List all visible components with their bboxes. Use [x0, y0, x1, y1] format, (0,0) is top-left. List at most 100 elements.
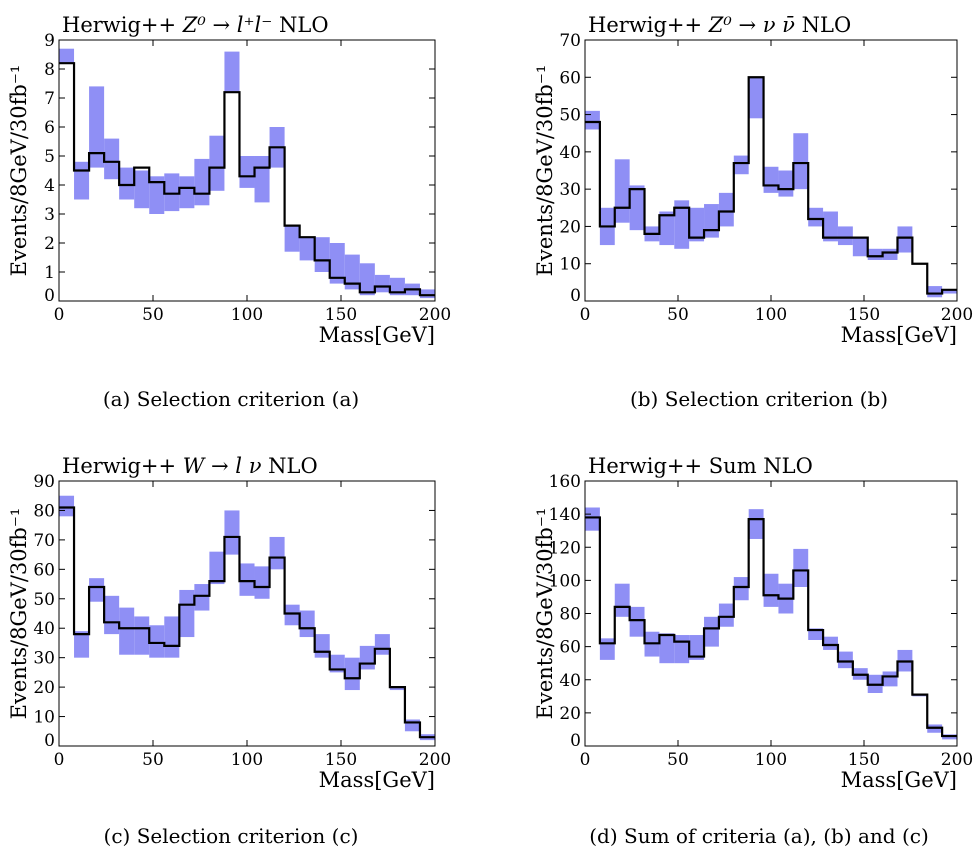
uncertainty-band-bin: [629, 606, 645, 637]
chart-panel-4: 0 50 100 150 200 0 20 40 60 80 100 120 140 160 Herwig+…: [533, 454, 973, 848]
x-tick-label: 200: [941, 305, 973, 325]
uncertainty-band-bin: [149, 625, 165, 658]
chart-title: Herwig++ Z⁰ → l⁺l⁻ NLO: [62, 13, 329, 37]
x-tick-label: 200: [419, 750, 451, 770]
x-tick-label: 100: [755, 305, 787, 325]
uncertainty-band-bin: [209, 135, 225, 191]
uncertainty-band-bin: [149, 176, 165, 214]
uncertainty-band-bin: [374, 274, 390, 293]
y-tick-label: 9: [44, 31, 55, 51]
uncertainty-band-bin: [897, 226, 913, 253]
uncertainty-band-bin: [852, 237, 868, 257]
x-tick-label: 50: [667, 305, 689, 325]
y-tick-label: 100: [549, 571, 581, 591]
uncertainty-band-bin: [104, 595, 120, 635]
uncertainty-band-bin: [344, 657, 360, 691]
chart-panel-3: 0 50 100 150 200 0 10 20 30 40 50 60 70 80 90 Herwig++ …: [7, 454, 451, 848]
uncertainty-band-bin: [614, 583, 630, 617]
x-tick-label: 50: [667, 750, 689, 770]
y-axis-label: Events/8GeV/30fb⁻¹: [7, 65, 31, 277]
chart-title-suffix: NLO: [261, 454, 317, 478]
y-tick-label: 1: [44, 263, 55, 283]
uncertainty-band-bin: [59, 495, 75, 517]
uncertainty-band-bin: [689, 635, 705, 660]
x-tick-label: 200: [419, 305, 451, 325]
subfigure-caption: (c) Selection criterion (c): [104, 824, 359, 848]
y-tick-label: 70: [33, 531, 55, 551]
uncertainty-band-bin: [284, 225, 300, 252]
uncertainty-band-bin: [599, 638, 615, 660]
uncertainty-band-bin: [299, 610, 315, 638]
x-axis-label: Mass[GeV]: [841, 323, 957, 347]
uncertainty-band-bin: [134, 616, 150, 655]
y-tick-label: 10: [33, 708, 55, 728]
y-tick-label: 60: [559, 638, 581, 658]
y-tick-label: 0: [570, 731, 581, 751]
y-tick-label: 4: [44, 176, 55, 196]
uncertainty-band-bin: [389, 277, 405, 296]
uncertainty-band-bin: [59, 48, 75, 64]
y-axis-label: Events/8GeV/30fb⁻¹: [533, 65, 557, 277]
y-tick-label: 120: [549, 538, 581, 558]
uncertainty-band-bin: [674, 200, 690, 249]
uncertainty-band-bin: [329, 654, 345, 673]
uncertainty-band-bin: [704, 616, 719, 647]
x-tick-label: 100: [231, 750, 263, 770]
y-tick-label: 20: [559, 704, 581, 724]
x-axis-label: Mass[GeV]: [319, 768, 435, 792]
x-tick-label: 50: [142, 750, 164, 770]
uncertainty-band-bin: [763, 166, 779, 193]
y-tick-label: 40: [559, 671, 581, 691]
uncertainty-band-bin: [778, 170, 794, 197]
uncertainty-band-bin: [314, 237, 330, 272]
y-tick-label: 60: [33, 560, 55, 580]
y-tick-label: 140: [549, 505, 581, 525]
uncertainty-band-bin: [239, 156, 255, 188]
y-tick-label: 7: [44, 89, 55, 109]
uncertainty-band-bin: [927, 286, 943, 298]
uncertainty-band-bin: [837, 226, 853, 246]
chart-title-math: W → l ν: [183, 454, 262, 478]
x-tick-label: 0: [54, 305, 65, 325]
x-axis-label: Mass[GeV]: [841, 768, 957, 792]
y-tick-label: 50: [559, 106, 581, 126]
y-tick-label: 6: [44, 118, 55, 138]
y-tick-label: 80: [33, 501, 55, 521]
y-tick-label: 30: [33, 649, 55, 669]
uncertainty-band-bin: [179, 589, 195, 638]
y-tick-label: 0: [44, 731, 55, 751]
chart-title-prefix: Herwig++: [62, 454, 183, 478]
chart-title-prefix: Herwig++: [62, 13, 183, 37]
uncertainty-band-bin: [269, 536, 285, 570]
y-tick-label: 0: [44, 286, 55, 306]
x-tick-label: 200: [941, 750, 973, 770]
histogram-step-line: [585, 516, 957, 738]
y-tick-label: 80: [559, 605, 581, 625]
uncertainty-band-bin: [254, 156, 270, 203]
histogram-step-line: [59, 62, 435, 297]
uncertainty-band-bin: [89, 578, 105, 602]
uncertainty-band-bin: [74, 631, 90, 658]
uncertainty-band-bin: [837, 651, 853, 669]
y-tick-label: 2: [44, 234, 55, 254]
uncertainty-band-bin: [164, 616, 180, 658]
y-tick-label: 10: [559, 255, 581, 275]
x-tick-label: 100: [755, 750, 787, 770]
x-tick-label: 50: [142, 305, 164, 325]
y-tick-label: 5: [44, 147, 55, 167]
x-tick-label: 0: [580, 750, 591, 770]
uncertainty-band-bin: [419, 289, 435, 299]
chart-panel-1: 0 50 100 150 200 0 1 2 3 4 5 6 7 8 9 Herwig++ Z⁰ → l⁺l⁻…: [7, 13, 451, 411]
uncertainty-band-bin: [585, 507, 600, 531]
uncertainty-band-bin: [134, 170, 150, 209]
uncertainty-band-bin: [823, 636, 838, 650]
chart-title-suffix: NLO: [272, 13, 328, 37]
uncertainty-band-bin: [224, 510, 240, 555]
uncertainty-band-bin: [389, 687, 405, 691]
chart-panel-2: 0 50 100 150 200 0 10 20 30 40 50 60 70 Herwig++ Z⁰ →…: [533, 13, 973, 411]
chart-title-math: Z⁰ → l⁺l⁻: [182, 13, 273, 37]
y-tick-label: 40: [559, 143, 581, 163]
uncertainty-band-bin: [718, 603, 734, 627]
y-tick-label: 3: [44, 205, 55, 225]
